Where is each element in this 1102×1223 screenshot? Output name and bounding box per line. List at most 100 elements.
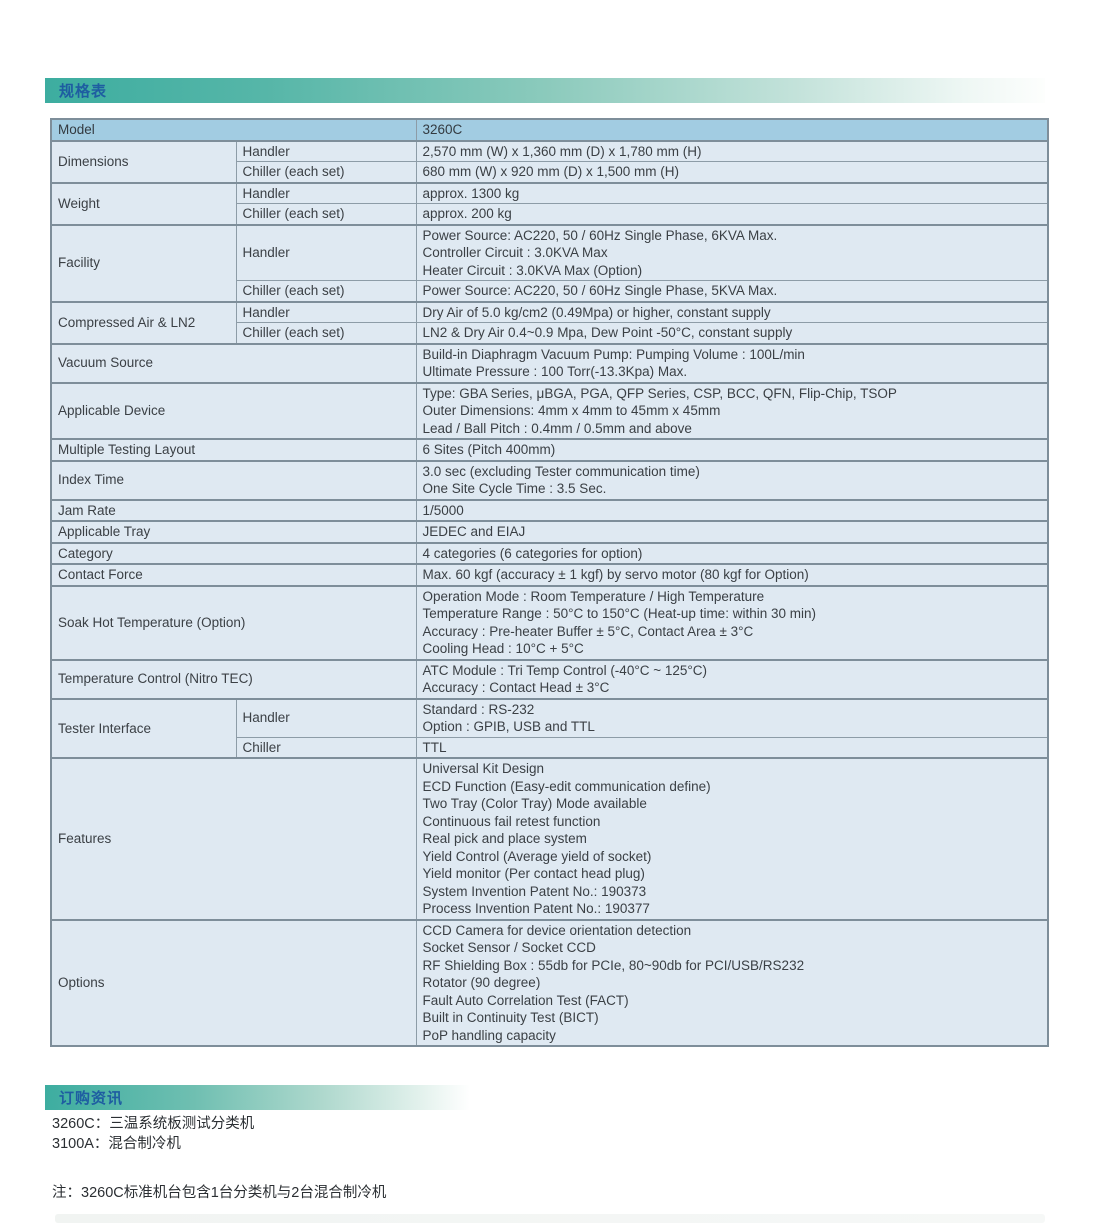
spec-value: Max. 60 kgf (accuracy ± 1 kgf) by servo …: [415, 563, 1049, 586]
spec-value: Build-in Diaphragm Vacuum Pump: Pumping …: [415, 342, 1049, 383]
spec-value-line: Build-in Diaphragm Vacuum Pump: Pumping …: [422, 346, 805, 362]
spec-row: Vacuum Source Build-in Diaphragm Vacuum P…: [50, 342, 1049, 383]
spec-value-line: System Invention Patent No.: 190373: [422, 883, 647, 899]
spec-value: 2,570 mm (W) x 1,360 mm (D) x 1,780 mm (…: [415, 139, 1049, 162]
spec-value-line: Power Source: AC220, 50 / 60Hz Single Ph…: [422, 283, 778, 298]
spec-label: Options: [50, 918, 417, 1047]
spec-value: TTL: [415, 736, 1049, 759]
spec-value-line: ATC Module : Tri Temp Control (-40°C ~ 1…: [422, 662, 708, 678]
spec-value: ATC Module : Tri Temp Control (-40°C ~ 1…: [415, 658, 1049, 699]
spec-row: Compressed Air & LN2 Handler Dry Air of 5.…: [50, 300, 1049, 344]
spec-label: Soak Hot Temperature (Option): [50, 584, 417, 660]
spec-value-line: Two Tray (Color Tray) Mode available: [422, 796, 647, 811]
spec-value-line: Rotator (90 degree): [422, 975, 541, 990]
spec-value-line: Yield Control (Average yield of socket): [422, 848, 652, 864]
spec-value-line: 4 categories (6 categories for option): [422, 545, 643, 561]
spec-value: 1/5000: [415, 498, 1049, 522]
spec-label: Jam Rate: [50, 498, 417, 522]
spec-label: Category: [50, 541, 417, 565]
spec-row: Jam Rate 1/5000: [50, 498, 1049, 522]
spec-sub-label: Chiller (each set): [235, 322, 417, 344]
spec-row: Category 4 categories (6 categories for o…: [50, 541, 1049, 565]
spec-label: Index Time: [50, 459, 417, 500]
spec-value-line: Option : GPIB, USB and TTL: [422, 719, 595, 734]
spec-value-line: Heater Circuit : 3.0KVA Max (Option): [422, 262, 643, 278]
spec-value-line: Continuous fail retest function: [422, 813, 601, 829]
spec-value-line: Real pick and place system: [422, 831, 587, 846]
spec-value-line: 2,570 mm (W) x 1,360 mm (D) x 1,780 mm (…: [422, 143, 702, 159]
spec-label: Vacuum Source: [50, 342, 417, 383]
spec-value-line: Dry Air of 5.0 kg/cm2 (0.49Mpa) or highe…: [422, 304, 771, 320]
spec-value-line: Standard : RS-232: [422, 701, 535, 717]
spec-row: Chiller (each set) approx. 200 kg: [51, 203, 1049, 225]
spec-value: 6 Sites (Pitch 400mm): [415, 438, 1049, 461]
spec-value-line: approx. 1300 kg: [422, 185, 520, 201]
spec-row: Temperature Control (Nitro TEC) ATC Modul…: [50, 658, 1049, 699]
footer-bar: [55, 1214, 1045, 1223]
spec-value: approx. 1300 kg: [415, 181, 1049, 204]
spec-label: Tester Interface: [50, 697, 237, 759]
order-item: 3260C：三温系统板测试分类机: [52, 1116, 255, 1132]
spec-sub-label: Chiller: [235, 736, 417, 759]
spec-value-line: Yield monitor (Per contact head plug): [422, 866, 645, 881]
spec-value-line: Max. 60 kgf (accuracy ± 1 kgf) by servo …: [422, 567, 809, 582]
spec-value-line: 680 mm (W) x 920 mm (D) x 1,500 mm (H): [422, 164, 680, 179]
spec-table-body: Model 3260C Dimensions Handler 2,570 mm (W…: [50, 118, 1049, 1047]
spec-value: 4 categories (6 categories for option): [415, 541, 1049, 565]
spec-value-line: Accuracy : Pre-heater Buffer ± 5°C, Cont…: [422, 623, 754, 639]
spec-value-line: Type: GBA Series, μBGA, PGA, QFP Series,…: [422, 385, 897, 401]
spec-section-title: 规格表: [59, 83, 108, 100]
spec-row: Applicable Device Type: GBA Series, μBGA,…: [50, 381, 1049, 440]
spec-sub-label: Handler: [235, 223, 417, 281]
spec-value: LN2 & Dry Air 0.4~0.9 Mpa, Dew Point -50…: [415, 322, 1049, 344]
spec-value-line: RF Shielding Box : 55db for PCIe, 80~90d…: [422, 957, 805, 973]
spec-row: Features Universal Kit Design ECD Function…: [50, 757, 1049, 920]
spec-value-line: Lead / Ball Pitch : 0.4mm / 0.5mm and ab…: [422, 420, 692, 436]
spec-value: Power Source: AC220, 50 / 60Hz Single Ph…: [415, 223, 1049, 281]
spec-value-line: LN2 & Dry Air 0.4~0.9 Mpa, Dew Point -50…: [422, 325, 793, 340]
spec-row: Soak Hot Temperature (Option) Operation M…: [50, 584, 1049, 660]
spec-value-line: PoP handling capacity: [422, 1027, 556, 1043]
spec-row: Dimensions Handler 2,570 mm (W) x 1,360 mm…: [50, 139, 1049, 183]
spec-sub-label: Chiller (each set): [235, 203, 417, 225]
spec-label: Multiple Testing Layout: [50, 438, 417, 461]
order-section-title: 订购资讯: [59, 1090, 124, 1107]
spec-value: 3.0 sec (excluding Tester communication …: [415, 459, 1049, 500]
spec-value: Standard : RS-232 Option : GPIB, USB and …: [415, 697, 1049, 738]
model-label: Model: [50, 118, 417, 141]
spec-value: approx. 200 kg: [415, 203, 1049, 225]
spec-label: Weight: [50, 181, 237, 225]
spec-label: Applicable Device: [50, 381, 417, 440]
spec-label: Applicable Tray: [50, 520, 417, 543]
spec-label: Facility: [50, 223, 237, 302]
spec-sub-label: Chiller (each set): [235, 280, 417, 302]
spec-row: Index Time 3.0 sec (excluding Tester comm…: [50, 459, 1049, 500]
spec-value-line: 1/5000: [422, 502, 464, 518]
spec-value-line: Operation Mode : Room Temperature / High…: [422, 588, 765, 604]
spec-value-line: Outer Dimensions: 4mm x 4mm to 45mm x 45…: [422, 403, 721, 418]
spec-value-line: 6 Sites (Pitch 400mm): [422, 442, 556, 457]
spec-row: Chiller (each set) Power Source: AC220, 5…: [51, 280, 1049, 302]
spec-value-line: Controller Circuit : 3.0KVA Max: [422, 245, 608, 260]
spec-value: Power Source: AC220, 50 / 60Hz Single Ph…: [415, 280, 1049, 302]
spec-value-line: Cooling Head : 10°C + 5°C: [422, 641, 584, 656]
spec-label: Features: [50, 757, 417, 920]
spec-value-line: TTL: [422, 739, 447, 755]
spec-row: Tester Interface Handler Standard : RS-232…: [50, 697, 1049, 759]
spec-row: Weight Handler approx. 1300 kg: [50, 181, 1049, 225]
order-items: 3260C：三温系统板测试分类机 3100A：混合制冷机: [52, 1114, 254, 1154]
spec-row: Chiller TTL: [51, 736, 1049, 759]
spec-sub-label: Chiller (each set): [235, 161, 417, 183]
note-text: 注：3260C标准机台包含1台分类机与2台混合制冷机: [52, 1185, 387, 1201]
order-item: 3100A：混合制冷机: [52, 1136, 181, 1152]
spec-value: Type: GBA Series, μBGA, PGA, QFP Series,…: [415, 381, 1049, 440]
spec-sub-label: Handler: [235, 300, 417, 323]
spec-row: Contact Force Max. 60 kgf (accuracy ± 1 k…: [50, 563, 1049, 586]
spec-value-line: ECD Function (Easy-edit communication de…: [422, 778, 711, 794]
spec-table: Model 3260C Dimensions Handler 2,570 mm (W…: [50, 118, 1049, 1047]
spec-sub-label: Handler: [235, 181, 417, 204]
spec-value: Dry Air of 5.0 kg/cm2 (0.49Mpa) or highe…: [415, 300, 1049, 323]
spec-label: Contact Force: [50, 563, 417, 586]
spec-value: CCD Camera for device orientation detect…: [415, 918, 1049, 1047]
spec-value-line: Socket Sensor / Socket CCD: [422, 940, 596, 955]
